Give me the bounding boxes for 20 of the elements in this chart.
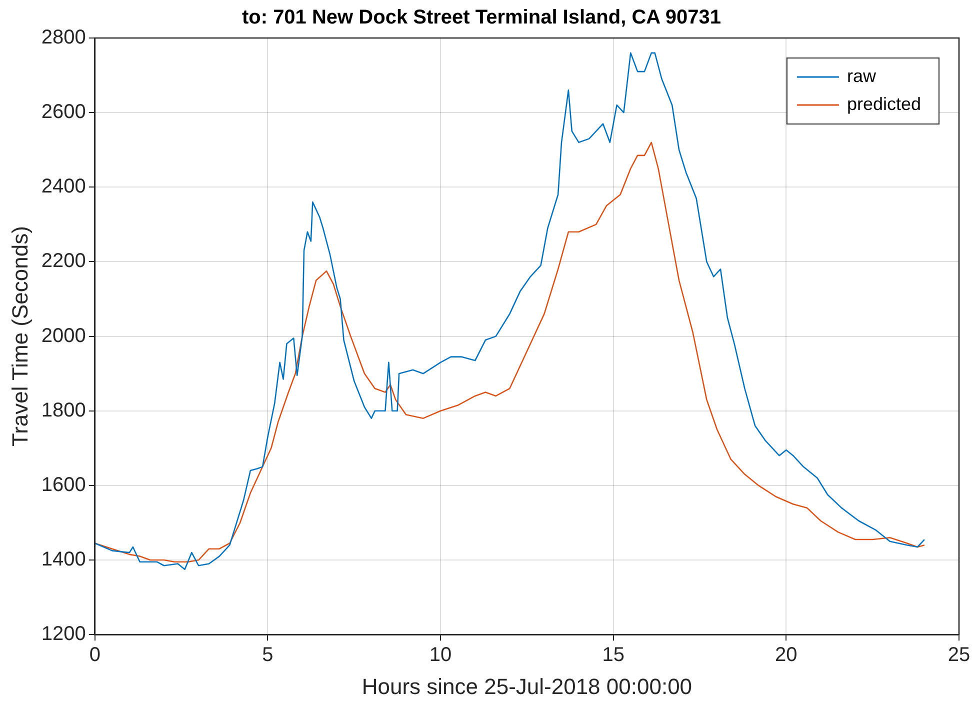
x-tick-label: 0 xyxy=(89,644,100,666)
x-tick-label: 5 xyxy=(262,644,274,666)
y-tick-label: 2200 xyxy=(41,250,86,272)
y-axis-title: Travel Time (Seconds) xyxy=(7,226,32,447)
y-tick-label: 2800 xyxy=(41,26,86,49)
x-tick-label: 10 xyxy=(429,644,452,666)
x-axis-title: Hours since 25-Jul-2018 00:00:00 xyxy=(362,674,692,699)
x-tick-label: 15 xyxy=(602,644,624,666)
chart-title: to: 701 New Dock Street Terminal Island, CA 90731 xyxy=(242,6,722,29)
legend-label: predicted xyxy=(846,94,922,114)
y-tick-label: 1800 xyxy=(41,399,86,422)
y-tick-label: 1600 xyxy=(41,474,86,496)
y-tick-label: 2600 xyxy=(41,101,86,124)
y-tick-label: 2400 xyxy=(41,176,86,198)
legend-label: raw xyxy=(846,66,877,86)
y-tick-label: 1400 xyxy=(41,548,86,571)
y-tick-label: 1200 xyxy=(41,623,86,646)
y-tick-label: 2000 xyxy=(41,324,86,347)
x-tick-label: 20 xyxy=(775,644,798,666)
x-tick-label: 25 xyxy=(948,644,970,666)
